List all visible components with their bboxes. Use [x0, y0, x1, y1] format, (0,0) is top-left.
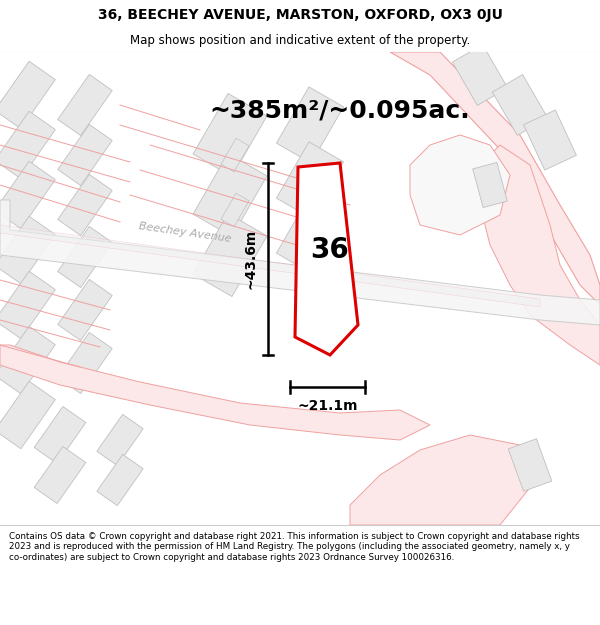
- Text: Map shows position and indicative extent of the property.: Map shows position and indicative extent…: [130, 34, 470, 47]
- Polygon shape: [524, 110, 577, 170]
- Polygon shape: [295, 163, 358, 355]
- Polygon shape: [277, 197, 344, 273]
- Polygon shape: [58, 279, 112, 341]
- Polygon shape: [277, 142, 344, 218]
- Text: ~43.6m: ~43.6m: [244, 229, 258, 289]
- Polygon shape: [97, 414, 143, 466]
- Polygon shape: [0, 345, 430, 440]
- Polygon shape: [480, 145, 600, 365]
- Text: Beechey Avenue: Beechey Avenue: [138, 221, 232, 244]
- Polygon shape: [193, 154, 267, 236]
- Polygon shape: [0, 326, 55, 394]
- Polygon shape: [473, 162, 507, 208]
- Polygon shape: [221, 193, 249, 227]
- Polygon shape: [58, 124, 112, 186]
- Polygon shape: [0, 225, 540, 307]
- Polygon shape: [58, 332, 112, 394]
- Polygon shape: [0, 111, 55, 179]
- Polygon shape: [410, 135, 510, 235]
- Polygon shape: [58, 74, 112, 136]
- Polygon shape: [0, 61, 55, 129]
- Polygon shape: [508, 439, 552, 491]
- Polygon shape: [0, 161, 55, 229]
- Text: Contains OS data © Crown copyright and database right 2021. This information is : Contains OS data © Crown copyright and d…: [9, 532, 580, 562]
- Polygon shape: [221, 138, 249, 172]
- Polygon shape: [0, 216, 55, 284]
- Polygon shape: [493, 74, 548, 136]
- Polygon shape: [58, 226, 112, 288]
- Polygon shape: [390, 52, 600, 305]
- Text: 36, BEECHEY AVENUE, MARSTON, OXFORD, OX3 0JU: 36, BEECHEY AVENUE, MARSTON, OXFORD, OX3…: [98, 8, 502, 22]
- Polygon shape: [34, 406, 86, 464]
- Text: ~385m²/~0.095ac.: ~385m²/~0.095ac.: [209, 98, 470, 122]
- Polygon shape: [0, 200, 600, 325]
- Text: 36: 36: [311, 236, 349, 264]
- Polygon shape: [193, 214, 267, 296]
- Polygon shape: [350, 435, 540, 525]
- Polygon shape: [34, 446, 86, 504]
- Text: ~21.1m: ~21.1m: [297, 399, 358, 413]
- Polygon shape: [193, 94, 267, 176]
- Polygon shape: [277, 87, 344, 163]
- Polygon shape: [97, 454, 143, 506]
- Polygon shape: [452, 44, 508, 106]
- Polygon shape: [58, 174, 112, 236]
- Polygon shape: [0, 271, 55, 339]
- Polygon shape: [0, 381, 55, 449]
